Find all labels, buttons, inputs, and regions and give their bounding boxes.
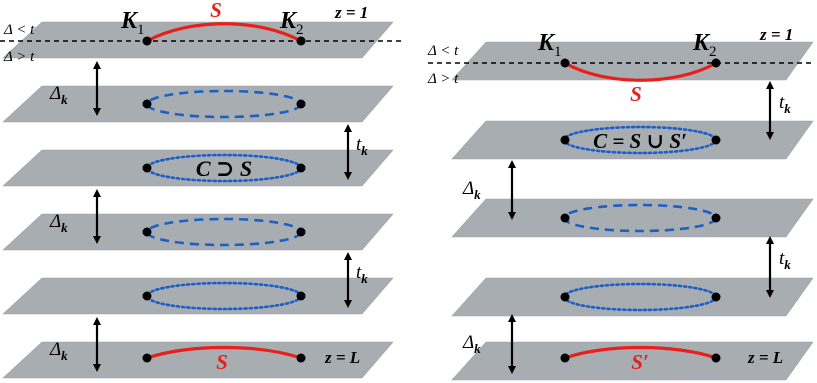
right-top-red-arc [564,61,717,82]
right-plane-1 [451,41,814,81]
right-dot-5a [560,353,570,363]
left-threshold-above: Δ < t [3,22,35,38]
left-threshold-below: Δ > t [3,49,35,65]
right-bottom-red-arc [564,345,717,360]
left-dot-3b [296,163,306,173]
left-top-red-arc [146,22,302,43]
right-inner-label: C = S ∪ S′ [593,129,687,153]
right-dot-2b [711,135,721,145]
left-k2-label: K2 [279,8,304,38]
left-dot-6a [142,353,152,363]
left-dot-4b [296,227,306,237]
right-delta-label-2: Δk [462,332,481,356]
left-delta-label-1: Δk [49,83,68,107]
left-t-label-2: tk [356,262,368,286]
right-t-label-2: tk [779,248,791,272]
left-dot-2b [296,99,306,109]
left-delta-label-3: Δk [49,339,68,363]
right-plane-4 [451,277,814,317]
right-k1-label: K1 [537,30,562,60]
left-dot-6b [296,353,306,363]
right-dot-1a [560,58,570,68]
right-dot-3b [711,213,721,223]
right-t-label-1: tk [779,92,791,116]
left-k1-label: K1 [120,8,145,38]
right-dot-5b [711,353,721,363]
right-k2-label: K2 [692,30,717,60]
right-plane-3 [451,198,814,238]
right-panel: Δ < t Δ > t S K1 K2 z = 1 C = S ∪ S′ S′ … [427,25,814,381]
right-z-top: z = 1 [759,25,793,44]
left-dot-2a [142,99,152,109]
left-panel: Δ < t Δ > t S K1 K2 z = 1 C ⊃ S S z = L [0,0,405,379]
left-delta-label-2: Δk [49,211,68,235]
right-z-bottom: z = L [747,348,783,367]
left-z-bottom: z = L [324,348,360,367]
right-dot-1b [711,58,721,68]
left-dot-1b [296,36,306,46]
left-inner-label: C ⊃ S [196,156,252,181]
left-plane-1 [2,21,394,59]
left-dot-5a [142,291,152,301]
right-plane-2 [451,120,814,160]
left-plane-5 [2,277,394,315]
left-bottom-red-arc [146,345,302,360]
left-dot-4a [142,227,152,237]
left-dot-1a [142,36,152,46]
left-t-label-1: tk [356,134,368,158]
right-threshold-below: Δ > t [427,71,459,87]
left-dot-3a [142,163,152,173]
right-threshold-above: Δ < t [427,43,459,59]
right-dot-3a [560,213,570,223]
left-top-curve-label: S [210,0,222,22]
left-z-top: z = 1 [334,3,368,22]
left-bottom-curve-label: S [216,350,228,374]
right-dot-2a [560,135,570,145]
right-bottom-curve-label: S′ [631,350,649,374]
right-top-curve-label: S [630,82,642,106]
right-plane-5 [451,341,814,381]
left-dot-5b [296,291,306,301]
left-plane-3 [2,149,394,187]
right-dot-4b [711,292,721,302]
right-dot-4a [560,292,570,302]
right-delta-label-1: Δk [462,178,481,202]
